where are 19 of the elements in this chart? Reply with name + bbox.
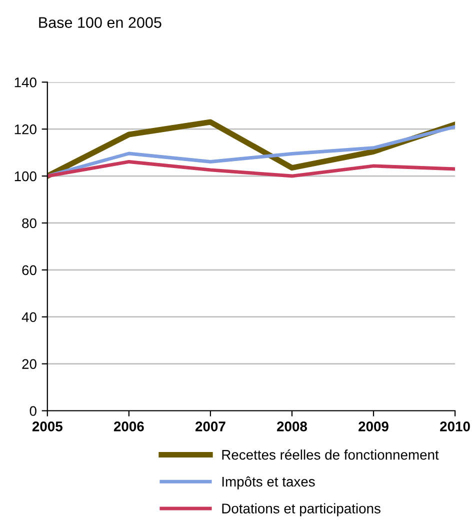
legend-label: Recettes réelles de fonctionnement (222, 449, 439, 460)
x-tick-label: 2006 (114, 422, 144, 432)
y-tick-label: 140 (14, 77, 36, 88)
y-tick-label: 60 (22, 265, 36, 276)
x-tick-label: 2010 (440, 422, 470, 432)
y-tick-label: 0 (30, 406, 36, 416)
y-tick-label: 20 (22, 359, 36, 369)
legend-label: Impôts et taxes (222, 476, 315, 490)
chart-title: Base 100 en 2005 (39, 17, 162, 28)
legend-label: Dotations et participations (222, 503, 380, 516)
x-tick-label: 2005 (32, 422, 62, 432)
x-tick-label: 2007 (195, 422, 226, 432)
y-tick-label: 80 (22, 218, 36, 228)
y-tick-label: 40 (22, 312, 36, 322)
y-tick-label: 100 (14, 171, 36, 182)
x-tick-label: 2009 (358, 422, 388, 432)
y-tick-label: 120 (14, 124, 36, 134)
line-series (47, 160, 456, 178)
x-tick-label: 2008 (277, 422, 308, 432)
